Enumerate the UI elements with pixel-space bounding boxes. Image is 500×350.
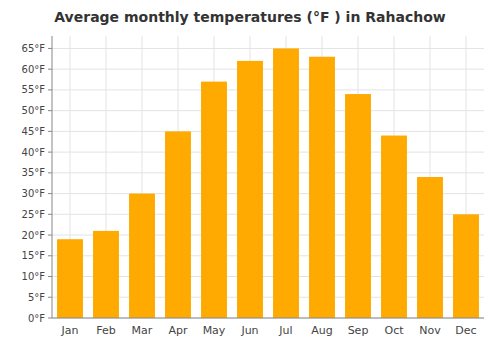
bar [237, 61, 263, 318]
y-axis-line [52, 36, 53, 318]
y-tick-label: 25°F [22, 209, 46, 220]
y-tick [48, 193, 52, 194]
bar [129, 194, 155, 318]
bar [57, 239, 83, 318]
y-tick [48, 235, 52, 236]
y-tick-label: 35°F [22, 167, 46, 178]
x-tick-label: Jan [61, 324, 79, 337]
bar [417, 177, 443, 318]
bar [165, 131, 191, 318]
title: Average monthly temperatures (°F ) in Ra… [54, 9, 446, 25]
grid-line-y [52, 89, 484, 90]
y-tick [48, 172, 52, 173]
x-tick-label: Dec [455, 324, 476, 337]
y-tick-label: 45°F [22, 126, 46, 137]
x-tick-label: Jun [240, 324, 258, 337]
bar [381, 136, 407, 318]
grid [52, 36, 484, 318]
y-tick-label: 50°F [22, 105, 46, 116]
x-tick-label: Mar [132, 324, 153, 337]
y-tick [48, 255, 52, 256]
y-tick [48, 318, 52, 319]
y-tick-label: 15°F [22, 250, 46, 261]
grid-line-y [52, 131, 484, 132]
x-tick-label: Nov [419, 324, 441, 337]
bar [309, 57, 335, 318]
bars [57, 48, 479, 318]
y-tick [48, 48, 52, 49]
grid-line-y [52, 172, 484, 173]
grid-line-y [52, 318, 484, 319]
y-axis: 0°F 5°F 10°F 15°F 20°F 25°F 30°F 35°F 40°F 45°F 50… [22, 43, 52, 324]
y-tick [48, 110, 52, 111]
grid-line-y [52, 152, 484, 153]
y-tick-label: 5°F [28, 292, 45, 303]
bar [201, 82, 227, 318]
y-tick-label: 40°F [22, 147, 46, 158]
x-tick-label: Oct [384, 324, 404, 337]
bar [93, 231, 119, 318]
y-tick-label: 0°F [28, 313, 45, 324]
y-tick [48, 152, 52, 153]
x-tick-label: Sep [348, 324, 369, 337]
x-axis: Jan Feb Mar Apr May Jun Jul Aug Sep Oct Nov Dec [61, 324, 477, 337]
x-tick-label: Apr [168, 324, 188, 337]
x-tick-label: Jul [278, 324, 292, 337]
x-tick-label: Aug [311, 324, 332, 337]
x-tick-label: Feb [96, 324, 115, 337]
chart: Average monthly temperatures (°F ) in Ra… [0, 0, 500, 350]
y-tick-label: 10°F [22, 271, 46, 282]
y-tick-label: 20°F [22, 230, 46, 241]
grid-line-y [52, 48, 484, 49]
y-tick [48, 89, 52, 90]
bar [273, 48, 299, 318]
bar [345, 94, 371, 318]
y-tick [48, 297, 52, 298]
bar [453, 214, 479, 318]
y-tick [48, 131, 52, 132]
y-tick [48, 69, 52, 70]
x-tick-label: May [203, 324, 226, 337]
grid-line-y [52, 69, 484, 70]
grid-line-y [52, 110, 484, 111]
y-tick [48, 214, 52, 215]
y-tick-label: 30°F [22, 188, 46, 199]
x-axis-line [52, 318, 484, 319]
y-tick-label: 60°F [22, 64, 46, 75]
y-tick-label: 55°F [22, 84, 46, 95]
y-tick [48, 276, 52, 277]
y-tick-label: 65°F [22, 43, 46, 54]
